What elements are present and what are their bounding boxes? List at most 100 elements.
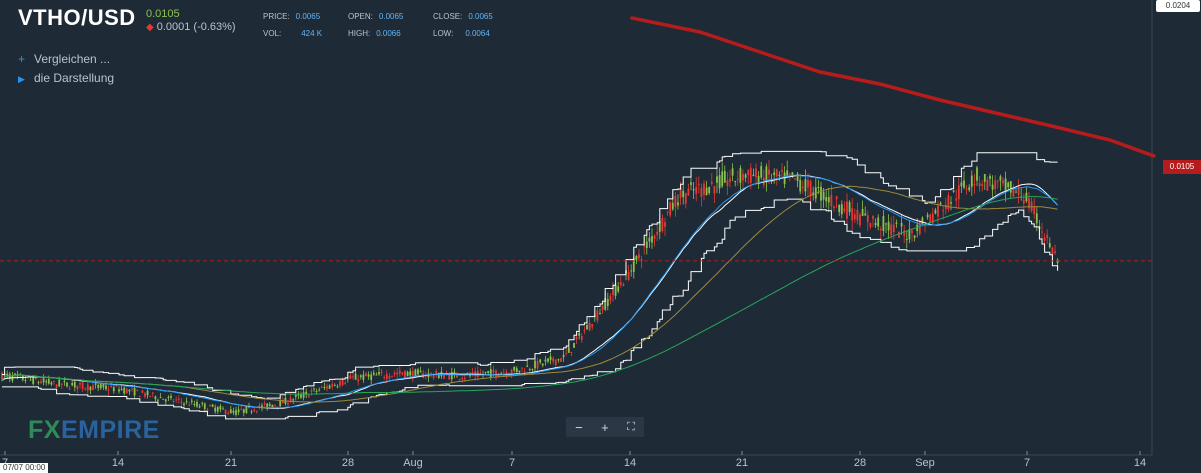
candle-body bbox=[651, 236, 653, 243]
candle-body bbox=[521, 367, 523, 369]
candle-body bbox=[323, 386, 326, 388]
candle-body bbox=[934, 209, 937, 214]
candle-body bbox=[799, 180, 802, 192]
candle-body bbox=[1, 372, 3, 381]
candle-body bbox=[268, 404, 271, 406]
candle-body bbox=[404, 370, 406, 379]
zoom-in-button[interactable]: + bbox=[601, 419, 609, 435]
candle-body bbox=[825, 197, 828, 202]
candle-body bbox=[302, 392, 305, 398]
candle-body bbox=[336, 386, 339, 388]
candle-body bbox=[513, 366, 516, 371]
candle-body bbox=[908, 229, 911, 240]
candle-body bbox=[255, 410, 258, 412]
candle-body bbox=[645, 241, 648, 249]
x-tick-label: 7 bbox=[509, 457, 515, 469]
candle-body bbox=[349, 375, 352, 379]
candle-body bbox=[1048, 243, 1051, 248]
candle-body bbox=[1028, 197, 1030, 209]
candle-body bbox=[471, 372, 474, 375]
candle-body bbox=[375, 374, 378, 376]
candle-body bbox=[346, 378, 349, 380]
x-tick-label: 14 bbox=[1134, 457, 1146, 469]
candle-body bbox=[752, 174, 755, 177]
candle-body bbox=[458, 378, 461, 380]
display-menu[interactable]: ▶ die Darstellung bbox=[18, 71, 115, 85]
candle-body bbox=[596, 310, 599, 321]
candle-body bbox=[765, 166, 768, 183]
candle-body bbox=[385, 374, 388, 380]
candle-body bbox=[333, 385, 336, 387]
candle-body bbox=[266, 403, 269, 408]
candle-body bbox=[370, 374, 373, 380]
candle-body bbox=[947, 195, 950, 210]
candle-body bbox=[827, 196, 830, 203]
candle-body bbox=[617, 286, 620, 292]
candle-body bbox=[833, 206, 835, 209]
candle-body bbox=[227, 412, 230, 414]
candle-body bbox=[6, 373, 9, 376]
compare-menu[interactable]: + Vergleichen ... bbox=[18, 52, 111, 66]
candle-body bbox=[79, 382, 81, 385]
candle-body bbox=[1009, 181, 1012, 193]
candle-body bbox=[882, 216, 885, 231]
candle-body bbox=[851, 208, 854, 221]
candle-body bbox=[188, 405, 191, 407]
fxempire-logo: FXEMPIRE bbox=[28, 416, 160, 444]
candle-body bbox=[487, 371, 490, 374]
candle-body bbox=[700, 187, 703, 197]
zoom-out-button[interactable]: − bbox=[575, 419, 583, 435]
candle-body bbox=[73, 381, 76, 388]
candle-body bbox=[318, 389, 321, 391]
candle-body bbox=[388, 375, 391, 379]
candle-body bbox=[414, 369, 417, 378]
fullscreen-button[interactable]: ⛶ bbox=[627, 420, 635, 433]
candle-body bbox=[380, 371, 383, 373]
x-tick-label: 28 bbox=[342, 457, 354, 469]
candle-body bbox=[300, 394, 302, 398]
candle-body bbox=[419, 370, 422, 373]
candle-body bbox=[794, 178, 796, 180]
candle-body bbox=[547, 358, 549, 362]
candle-body bbox=[531, 369, 534, 371]
candle-body bbox=[853, 214, 856, 220]
candle-body bbox=[557, 359, 560, 361]
candle-body bbox=[718, 175, 721, 189]
candle-body bbox=[159, 397, 162, 399]
candle-body bbox=[94, 383, 97, 385]
candle-body bbox=[86, 384, 89, 391]
candle-body bbox=[539, 359, 542, 363]
candle-body bbox=[331, 384, 334, 387]
candle-body bbox=[45, 381, 48, 383]
candle-body bbox=[378, 372, 380, 375]
candle-body bbox=[164, 399, 167, 402]
candle-body bbox=[695, 187, 698, 194]
candle-body bbox=[747, 170, 750, 175]
candle-body bbox=[357, 379, 360, 382]
candle-body bbox=[627, 271, 630, 281]
candle-body bbox=[978, 183, 981, 187]
candle-body bbox=[448, 374, 451, 380]
candle-body bbox=[383, 377, 386, 379]
candle-body bbox=[729, 178, 731, 183]
candle-body bbox=[580, 336, 583, 340]
candle-body bbox=[955, 198, 958, 201]
candle-body bbox=[588, 322, 591, 331]
candle-body bbox=[942, 210, 945, 212]
candle-body bbox=[307, 395, 310, 398]
candle-body bbox=[731, 168, 734, 176]
candle-body bbox=[869, 222, 872, 228]
candle-body bbox=[461, 378, 464, 380]
candle-body bbox=[856, 209, 859, 221]
candle-body bbox=[716, 176, 718, 183]
candle-body bbox=[804, 179, 807, 192]
current-price-label: 0.0105 bbox=[1163, 160, 1201, 174]
candle-body bbox=[677, 202, 679, 206]
trend-line bbox=[630, 16, 1156, 158]
candle-body bbox=[705, 187, 708, 195]
candle-body bbox=[224, 409, 227, 415]
candle-body bbox=[89, 386, 92, 391]
candle-body bbox=[235, 410, 237, 415]
